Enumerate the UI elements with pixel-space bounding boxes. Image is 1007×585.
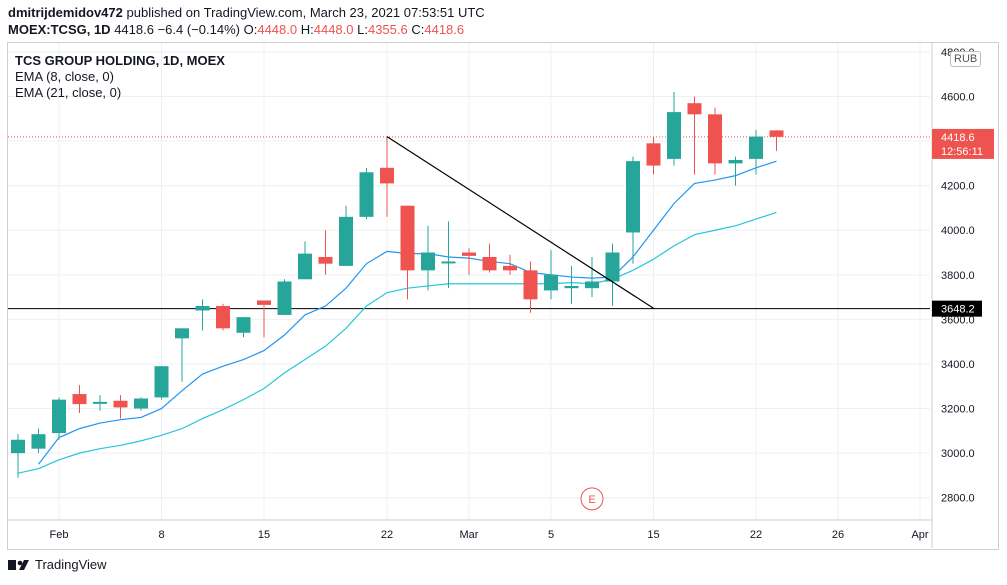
- earnings-event-marker: [580, 487, 604, 511]
- candle-body: [728, 160, 743, 164]
- candle-body: [339, 216, 353, 266]
- high-label: H:: [300, 22, 314, 37]
- username[interactable]: dmitrijdemidov472: [8, 5, 123, 20]
- low-label: L:: [357, 22, 368, 37]
- candle-body: [257, 300, 271, 305]
- price-tick-label: 3600.0: [941, 314, 975, 326]
- publish-line: dmitrijdemidov472 published on TradingVi…: [8, 5, 485, 20]
- price-tick-label: 4200.0: [941, 181, 975, 193]
- earnings-event-label: E: [588, 494, 595, 506]
- candle-body: [544, 274, 558, 291]
- candle-body: [113, 400, 128, 408]
- candle-body: [93, 401, 107, 404]
- candle-body: [626, 161, 640, 233]
- candle-body: [523, 270, 538, 300]
- ema21-line: [17, 211, 777, 474]
- open-value: 4448.0: [257, 22, 298, 37]
- date-tick-label: 22: [750, 529, 762, 541]
- level-price-tag: [932, 300, 982, 317]
- price-tick-label: 3200.0: [941, 404, 975, 416]
- date-tick-label: Mar: [460, 529, 479, 541]
- publish-info: published on TradingView.com, March 23, …: [126, 5, 485, 20]
- candle-body: [462, 252, 476, 256]
- candle-body: [216, 306, 230, 329]
- candle-body: [503, 265, 517, 271]
- candle-body: [52, 399, 66, 434]
- candle-body: [482, 256, 497, 271]
- date-tick-label: Apr: [911, 529, 928, 541]
- candle-body: [236, 317, 251, 333]
- price-tick-label: 3400.0: [941, 359, 975, 371]
- candle-body: [400, 205, 415, 271]
- candle-body: [646, 143, 661, 166]
- candle-body: [195, 306, 210, 311]
- date-tick-label: 5: [548, 529, 554, 541]
- candle-body: [11, 439, 25, 454]
- candle-body: [175, 328, 189, 339]
- candle-body: [154, 366, 169, 398]
- candle-body: [134, 398, 148, 409]
- candle-body: [441, 261, 456, 264]
- date-tick-label: 15: [647, 529, 659, 541]
- symbol: MOEX:TCSG, 1D: [8, 22, 111, 37]
- bar-countdown: 12:56:11: [941, 146, 983, 158]
- date-tick-label: 15: [258, 529, 270, 541]
- chart-legend: TCS GROUP HOLDING, 1D, MOEX EMA (8, clos…: [15, 53, 225, 101]
- candle-body: [585, 281, 599, 289]
- candle-body: [318, 256, 333, 264]
- candle-body: [687, 103, 702, 115]
- price-tick-label: 4600.0: [941, 91, 975, 103]
- candle-body: [277, 281, 292, 315]
- candle-body: [380, 167, 394, 184]
- tradingview-logo-icon: [8, 559, 29, 570]
- price-tick-label: 3000.0: [941, 448, 975, 460]
- symbol-line: MOEX:TCSG, 1D 4418.6 −6.4 (−0.14%) O:444…: [8, 22, 464, 37]
- close-value: 4418.6: [424, 22, 465, 37]
- candle-body: [359, 172, 374, 217]
- price-change: −6.4 (−0.14%): [157, 22, 240, 37]
- low-value: 4355.6: [367, 22, 408, 37]
- brand-name: TradingView: [35, 557, 107, 572]
- price-tick-label: 3800.0: [941, 270, 975, 282]
- candle-body: [667, 112, 681, 159]
- candle-body: [421, 252, 435, 271]
- candle-body: [298, 253, 312, 280]
- open-label: O:: [243, 22, 258, 37]
- current-price-tag: [932, 128, 994, 159]
- trendline: [386, 136, 654, 309]
- chart-frame: [7, 42, 999, 550]
- candle-body: [769, 130, 784, 137]
- legend-ema21[interactable]: EMA (21, close, 0): [15, 85, 122, 100]
- price-tick-label: 4000.0: [941, 225, 975, 237]
- legend-ema8[interactable]: EMA (8, close, 0): [15, 69, 114, 84]
- currency-badge[interactable]: RUB: [950, 51, 982, 67]
- level-price-tag-value: 3648.2: [941, 304, 975, 316]
- candle-body: [708, 114, 722, 164]
- footer-brand: TradingView: [8, 557, 107, 572]
- high-value: 4448.0: [313, 22, 354, 37]
- legend-title: TCS GROUP HOLDING, 1D, MOEX: [15, 53, 225, 68]
- plot-area: E: [8, 92, 930, 511]
- candle-body: [605, 252, 620, 282]
- date-tick-label: Feb: [50, 529, 69, 541]
- price-tick-label: 2800.0: [941, 493, 975, 505]
- candle-body: [749, 136, 763, 159]
- date-tick-label: 22: [381, 529, 393, 541]
- candle-body: [564, 285, 579, 289]
- date-tick-label: 26: [832, 529, 844, 541]
- candle-body: [31, 434, 46, 449]
- candle-body: [72, 394, 87, 405]
- last-price: 4418.6: [114, 22, 154, 37]
- current-price-tag-value: 4418.6: [941, 132, 975, 144]
- close-label: C:: [411, 22, 425, 37]
- date-tick-label: 8: [158, 529, 164, 541]
